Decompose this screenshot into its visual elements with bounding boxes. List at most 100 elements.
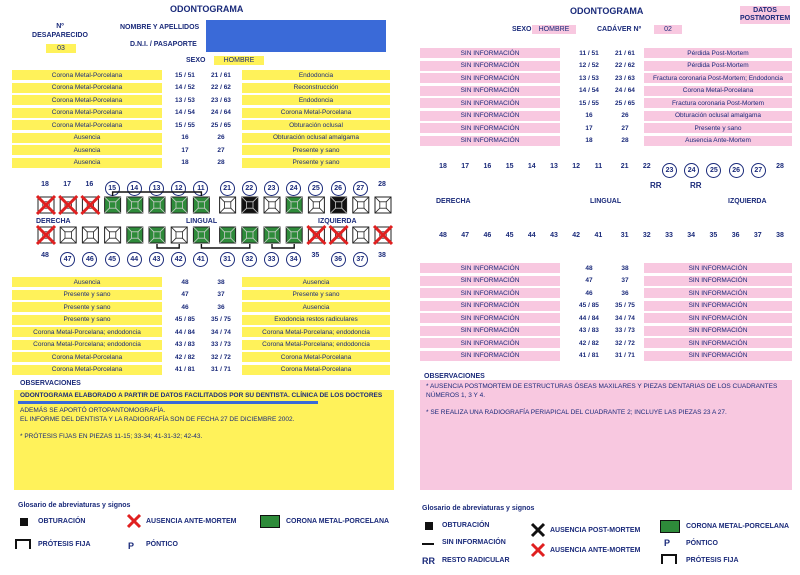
- tooth: [81, 226, 99, 244]
- tooth-number: 32: [642, 232, 651, 239]
- left-lingual: LINGUAL: [186, 218, 218, 225]
- tooth-facet: [241, 207, 247, 214]
- tooth-number: 42: [171, 252, 187, 267]
- tooth-number: 17: [63, 181, 72, 188]
- tooth-number: 25: [706, 163, 722, 178]
- tooth-facet: [363, 207, 370, 214]
- tooth-center: [64, 231, 72, 239]
- tooth-facet: [252, 196, 259, 203]
- left.lower_rows-row-left: Corona Metal-Porcelana; endodoncia: [12, 339, 162, 350]
- cadaver-value: 02: [654, 25, 682, 34]
- left.lower_rows-row-right: Presente y sano: [242, 289, 390, 300]
- tooth-facet: [297, 226, 303, 233]
- ausencia-pm-icon: [530, 522, 546, 538]
- tooth-center: [312, 201, 321, 209]
- left.upper_rows-row-mid2: 23 / 63: [211, 96, 231, 104]
- tooth-facet: [182, 237, 188, 244]
- tooth: [104, 196, 122, 214]
- right.lower_rows-row-left: SIN INFORMACIÓN: [420, 325, 560, 336]
- right.lower_rows-row-left: SIN INFORMACIÓN: [420, 288, 560, 298]
- right.lower_rows-row-mid2: 38: [621, 264, 629, 272]
- tooth-number: 35: [709, 232, 718, 239]
- tooth-facet: [285, 196, 292, 203]
- tooth-number: 48: [41, 252, 49, 259]
- tooth-facet: [285, 207, 292, 214]
- left.upper_rows-row-mid: 14 / 54: [175, 109, 195, 116]
- tooth-number: 46: [82, 252, 98, 267]
- tooth-center: [153, 231, 161, 239]
- left.lower_rows-row-right: Corona Metal-Porcelana; endodoncia: [242, 339, 390, 350]
- tooth-number: 47: [60, 252, 76, 267]
- right.lower_rows-row-right: SIN INFORMACIÓN: [644, 338, 792, 348]
- tooth: [372, 224, 394, 246]
- right.upper_rows-row-mid2: 25 / 65: [615, 99, 635, 107]
- tooth-facet: [104, 237, 110, 244]
- right-gl-obturacion: OBTURACIÓN: [442, 522, 490, 529]
- right.upper_rows-row-mid2: 23 / 63: [615, 74, 635, 82]
- tooth-facet: [159, 237, 166, 244]
- tooth-number: 37: [352, 252, 368, 267]
- tooth-center: [290, 231, 298, 239]
- right.lower_rows-row-right: SIN INFORMACIÓN: [644, 263, 792, 273]
- left.lower_rows-row-mid2: 37: [217, 291, 225, 298]
- tooth-facet: [263, 226, 270, 233]
- tooth: [374, 196, 392, 214]
- tooth-facet: [182, 196, 188, 203]
- tooth-facet: [170, 196, 177, 203]
- tooth-facet: [137, 196, 144, 203]
- right.lower_rows-row-right: SIN INFORMACIÓN: [644, 350, 792, 361]
- tooth-number: 21: [219, 181, 235, 196]
- tooth-facet: [319, 207, 325, 214]
- right.lower_rows-row-left: SIN INFORMACIÓN: [420, 338, 560, 348]
- left.lower_rows-row-mid2: 31 / 71: [211, 366, 231, 373]
- tooth-center: [334, 231, 343, 239]
- right.lower_rows-row-right: SIN INFORMACIÓN: [644, 313, 792, 323]
- right.lower_rows-row-right: SIN INFORMACIÓN: [644, 288, 792, 298]
- tooth-number: 24: [286, 181, 302, 196]
- tooth-center: [175, 231, 183, 239]
- right.upper_rows-row-mid2: 27: [621, 124, 629, 132]
- tooth-facet: [82, 237, 88, 244]
- left.upper_rows-row-left: Corona Metal-Porcelana: [12, 95, 162, 105]
- tooth-number: 14: [527, 163, 536, 170]
- left.lower_rows-row-left: Corona Metal-Porcelana: [12, 364, 162, 375]
- tooth-number: 27: [352, 181, 368, 196]
- absence-am-mark: [80, 194, 101, 216]
- tooth-number: 36: [731, 232, 740, 239]
- sin-info-icon: [422, 543, 434, 545]
- left.upper_rows-row-left: Corona Metal-Porcelana: [12, 82, 162, 93]
- tooth-center: [334, 201, 343, 209]
- absence-am-mark: [58, 194, 79, 216]
- sexo-label: SEXO: [186, 57, 206, 64]
- tooth-facet: [115, 226, 121, 233]
- tooth-number: 28: [378, 181, 386, 188]
- ausencia-am-icon: [126, 513, 142, 529]
- right-sexo-value: HOMBRE: [532, 25, 576, 34]
- left-obs-redaction: [18, 401, 318, 404]
- left.upper_rows-row-right: Reconstrucción: [242, 82, 390, 93]
- left.lower_rows-row-left: Presente y sano: [12, 289, 162, 300]
- absence-am-mark: [35, 224, 57, 246]
- left-obs-line1: ODONTOGRAMA ELABORADO A PARTIR DE DATOS …: [20, 392, 383, 399]
- tooth-facet: [159, 196, 166, 203]
- tooth-facet: [170, 226, 177, 233]
- tooth: [148, 196, 166, 214]
- rr-label-1: RR: [650, 181, 662, 190]
- tooth-facet: [341, 196, 347, 203]
- tooth-number: 15: [505, 163, 514, 170]
- datos-pm-badge: DATOS POSTMORTEM: [740, 6, 791, 24]
- tooth-number: 34: [687, 232, 696, 239]
- tooth-center: [175, 201, 183, 209]
- right.lower_rows-row-mid: 45 / 85: [579, 302, 599, 309]
- tooth: [148, 226, 166, 244]
- right-sexo-label: SEXO: [512, 26, 532, 33]
- tooth-facet: [252, 226, 259, 233]
- left.upper_rows-row-mid: 15 / 51: [175, 71, 195, 79]
- right.upper_rows-row-right: Pérdida Post-Mortem: [644, 60, 792, 71]
- r-obturacion-icon: [425, 522, 433, 530]
- tooth: [80, 194, 101, 216]
- tooth-facet: [230, 196, 236, 203]
- prosthesis-bracket: [111, 191, 203, 196]
- tooth-center: [131, 231, 139, 239]
- pontico-symbol: P: [128, 541, 135, 551]
